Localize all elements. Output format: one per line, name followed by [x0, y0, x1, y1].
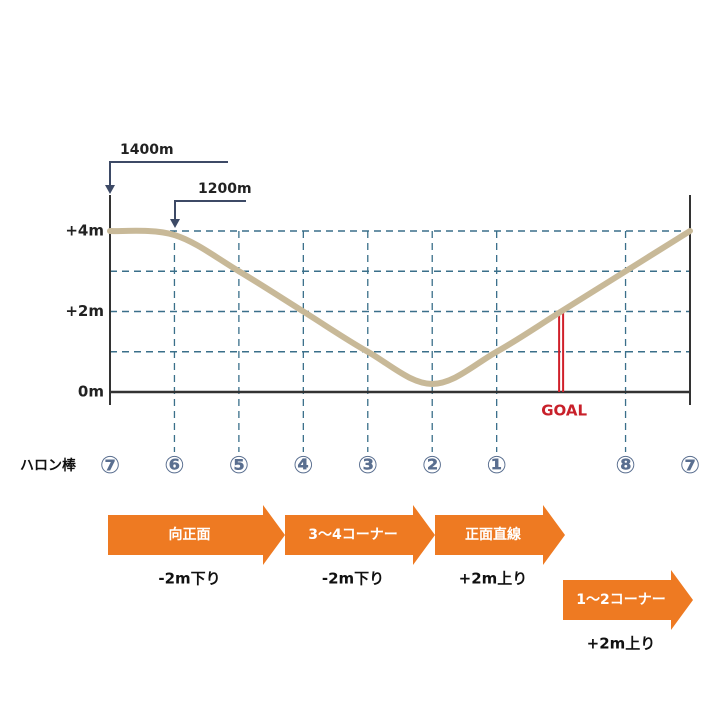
y-tick-label: 0m	[78, 383, 104, 401]
section-note: +2m上り	[587, 635, 656, 653]
section-note: -2m下り	[158, 570, 220, 588]
pole-number: ⑤	[229, 451, 249, 479]
marker-label: 1400m	[120, 142, 174, 158]
section-label: 向正面	[169, 526, 211, 543]
marker-1200: 1200m	[170, 181, 252, 228]
elevation-line	[107, 227, 693, 387]
section-arrow	[108, 505, 285, 565]
section-arrow	[435, 505, 565, 565]
pole-number: ⑦	[100, 451, 120, 479]
pole-number: ①	[487, 451, 507, 479]
pointer-head	[170, 219, 180, 228]
section-arrow	[285, 505, 435, 565]
section-arrow	[563, 570, 693, 630]
pole-number: ③	[358, 451, 378, 479]
pole-number: ②	[422, 451, 442, 479]
y-tick-label: +4m	[65, 222, 104, 240]
section-note: -2m下り	[322, 570, 384, 588]
pole-number: ④	[293, 451, 313, 479]
pole-label: ハロン棒	[20, 457, 77, 474]
section-label: 3～4コーナー	[308, 527, 397, 543]
section-label: 1～2コーナー	[576, 592, 665, 608]
pointer-line	[174, 200, 246, 222]
pointer-head	[105, 185, 115, 194]
pointer-line	[109, 161, 228, 188]
section-label: 正面直線	[465, 526, 521, 543]
section-note: +2m上り	[459, 570, 528, 588]
marker-label: 1200m	[198, 181, 252, 197]
marker-1400: 1400m	[105, 142, 228, 194]
pole-number: ⑥	[164, 451, 184, 479]
y-tick-label: +2m	[65, 302, 104, 320]
pole-number: ⑧	[615, 451, 635, 479]
pole-number: ⑦	[680, 451, 700, 479]
goal-label: GOAL	[541, 402, 587, 420]
